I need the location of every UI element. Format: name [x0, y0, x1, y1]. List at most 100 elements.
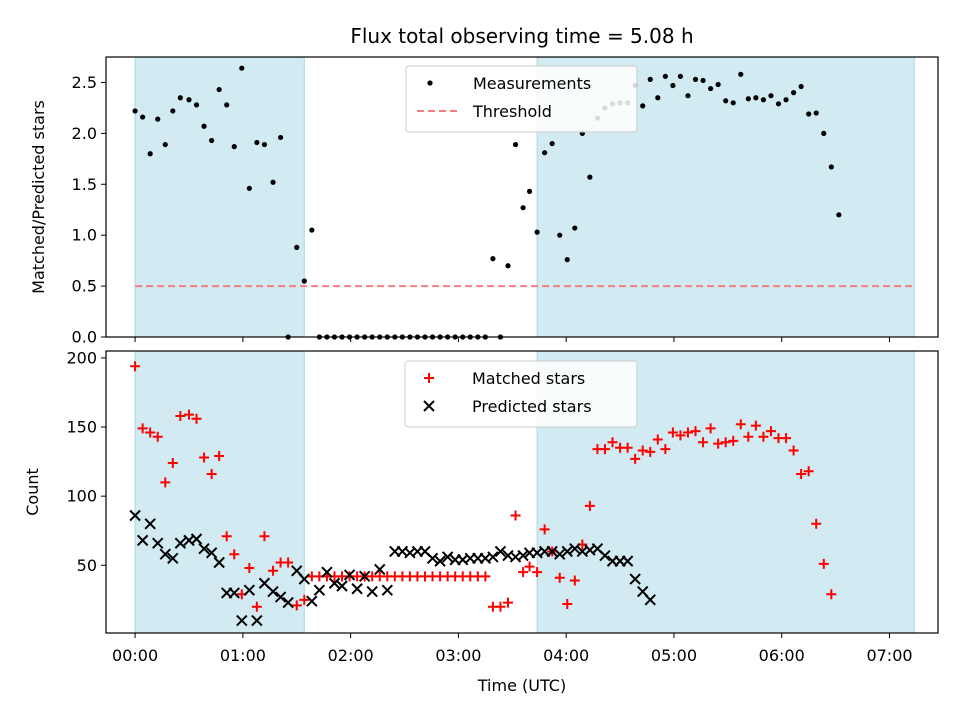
series-0-point [239, 65, 245, 71]
series-0-point [700, 77, 706, 84]
x-tick-label: 03:00 [435, 646, 481, 665]
y-tick-label: 200 [66, 348, 97, 367]
series-0-point [502, 597, 513, 608]
series-1-point [343, 569, 356, 581]
x-tick-label: 06:00 [759, 646, 805, 665]
series-0-point [557, 232, 563, 238]
series-1-point [441, 551, 454, 563]
series-0-point [510, 510, 521, 521]
series-0-point [294, 244, 300, 250]
series-0-point [584, 500, 595, 511]
series-0-point [283, 557, 294, 568]
series-1-point [351, 583, 363, 595]
series-0-point [677, 73, 684, 79]
series-0-point [539, 524, 550, 535]
legend-label: Measurements [473, 74, 591, 93]
series-0-point [137, 423, 148, 434]
series-0-point [652, 434, 663, 445]
series-0-point [199, 452, 210, 463]
series-0-point [685, 93, 691, 99]
series-1-point [251, 614, 263, 627]
y-tick-label: 1.0 [72, 226, 97, 245]
series-1-point [426, 552, 439, 565]
series-1-point [190, 533, 203, 545]
series-0-point [692, 76, 699, 82]
series-1-point [374, 563, 386, 576]
series-0-point [640, 103, 646, 109]
observing-span-0 [134, 56, 305, 338]
series-1-point [599, 549, 611, 562]
series-0-point [542, 150, 548, 156]
axes-frame [105, 56, 939, 338]
series-0-point [622, 442, 633, 453]
series-1-point [358, 570, 371, 583]
series-0-point [140, 114, 146, 120]
series-1-point [306, 595, 318, 607]
y-tick-label: 1.5 [72, 175, 97, 194]
series-1-point [167, 552, 179, 565]
legend-box [404, 360, 638, 428]
series-0-point [698, 437, 709, 448]
series-1-point [258, 577, 271, 589]
series-0-point [231, 144, 237, 150]
series-0-point [167, 457, 178, 468]
series-1-point [546, 545, 558, 558]
series-1-point [152, 537, 164, 549]
series-0-point [670, 82, 676, 89]
chart-title: Flux total observing time = 5.08 h [350, 24, 693, 48]
x-tick-label: 04:00 [543, 646, 589, 665]
series-1-point [517, 549, 529, 562]
series-0-point [261, 141, 268, 148]
series-0-point [214, 451, 225, 462]
x-tick-label: 05:00 [651, 646, 697, 665]
series-0-point [244, 563, 255, 574]
series-0-point [735, 419, 746, 430]
series-0-point [803, 466, 814, 477]
series-0-point [705, 423, 716, 434]
series-0-point [637, 445, 648, 456]
series-0-point [562, 598, 573, 609]
series-1-point [321, 566, 333, 578]
y-tick-label: 100 [66, 487, 97, 506]
series-0-point [183, 409, 194, 420]
series-1-point [554, 548, 566, 560]
series-0-point [193, 102, 200, 108]
series-0-point [788, 445, 799, 456]
series-1-point [282, 596, 294, 609]
series-0-point [708, 85, 714, 92]
series-1-point [644, 594, 656, 606]
y-tick-label: 2.0 [72, 124, 97, 143]
series-0-point [572, 225, 578, 231]
legend-label: Predicted stars [472, 397, 592, 416]
series-0-point [534, 229, 540, 235]
y-tick-label: 150 [66, 418, 97, 437]
series-0-point [209, 137, 215, 144]
series-0-point [675, 430, 686, 441]
series-0-point [738, 71, 744, 77]
series-0-point [783, 97, 789, 103]
series-0-point [750, 420, 761, 431]
series-1-point [298, 573, 311, 585]
series-0-point [662, 73, 668, 79]
series-0-point [206, 469, 217, 480]
series-0-point [268, 565, 279, 576]
top-panel-ratio: 0.0 0.5 1.0 1.5 2.0 2.5 Matched/Predicted star… [29, 56, 939, 347]
series-0-point [130, 361, 141, 372]
series-0-point [728, 435, 739, 446]
series-0-point [818, 558, 829, 569]
series-0-point [758, 431, 769, 442]
series-1-point [136, 534, 149, 547]
series-0-point [753, 95, 759, 101]
series-0-point [175, 410, 186, 421]
series-0-point [781, 433, 792, 444]
series-0-point [229, 549, 240, 560]
series-0-point [796, 469, 807, 480]
series-0-point [720, 437, 731, 448]
series-0-point [526, 188, 533, 194]
y-axis-label: Matched/Predicted stars [29, 100, 48, 294]
series-0-point [301, 278, 307, 284]
series-1-point [434, 555, 446, 567]
series-1-point [381, 584, 393, 596]
series-0-point [647, 76, 653, 82]
